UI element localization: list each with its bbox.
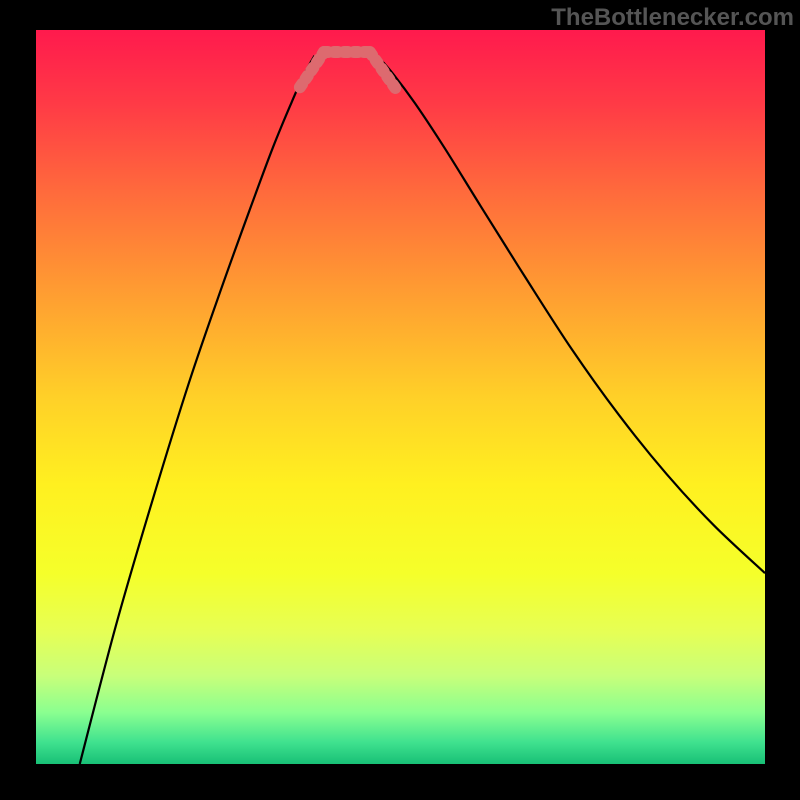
watermark-text: TheBottlenecker.com bbox=[551, 4, 794, 32]
curve-right bbox=[377, 56, 765, 573]
marker-dots-left bbox=[300, 52, 324, 87]
curves-layer bbox=[36, 30, 765, 764]
plot-area bbox=[36, 30, 765, 764]
curve-left bbox=[80, 56, 315, 764]
chart-stage: TheBottlenecker.com bbox=[0, 0, 800, 800]
marker-dots-right bbox=[370, 52, 397, 90]
